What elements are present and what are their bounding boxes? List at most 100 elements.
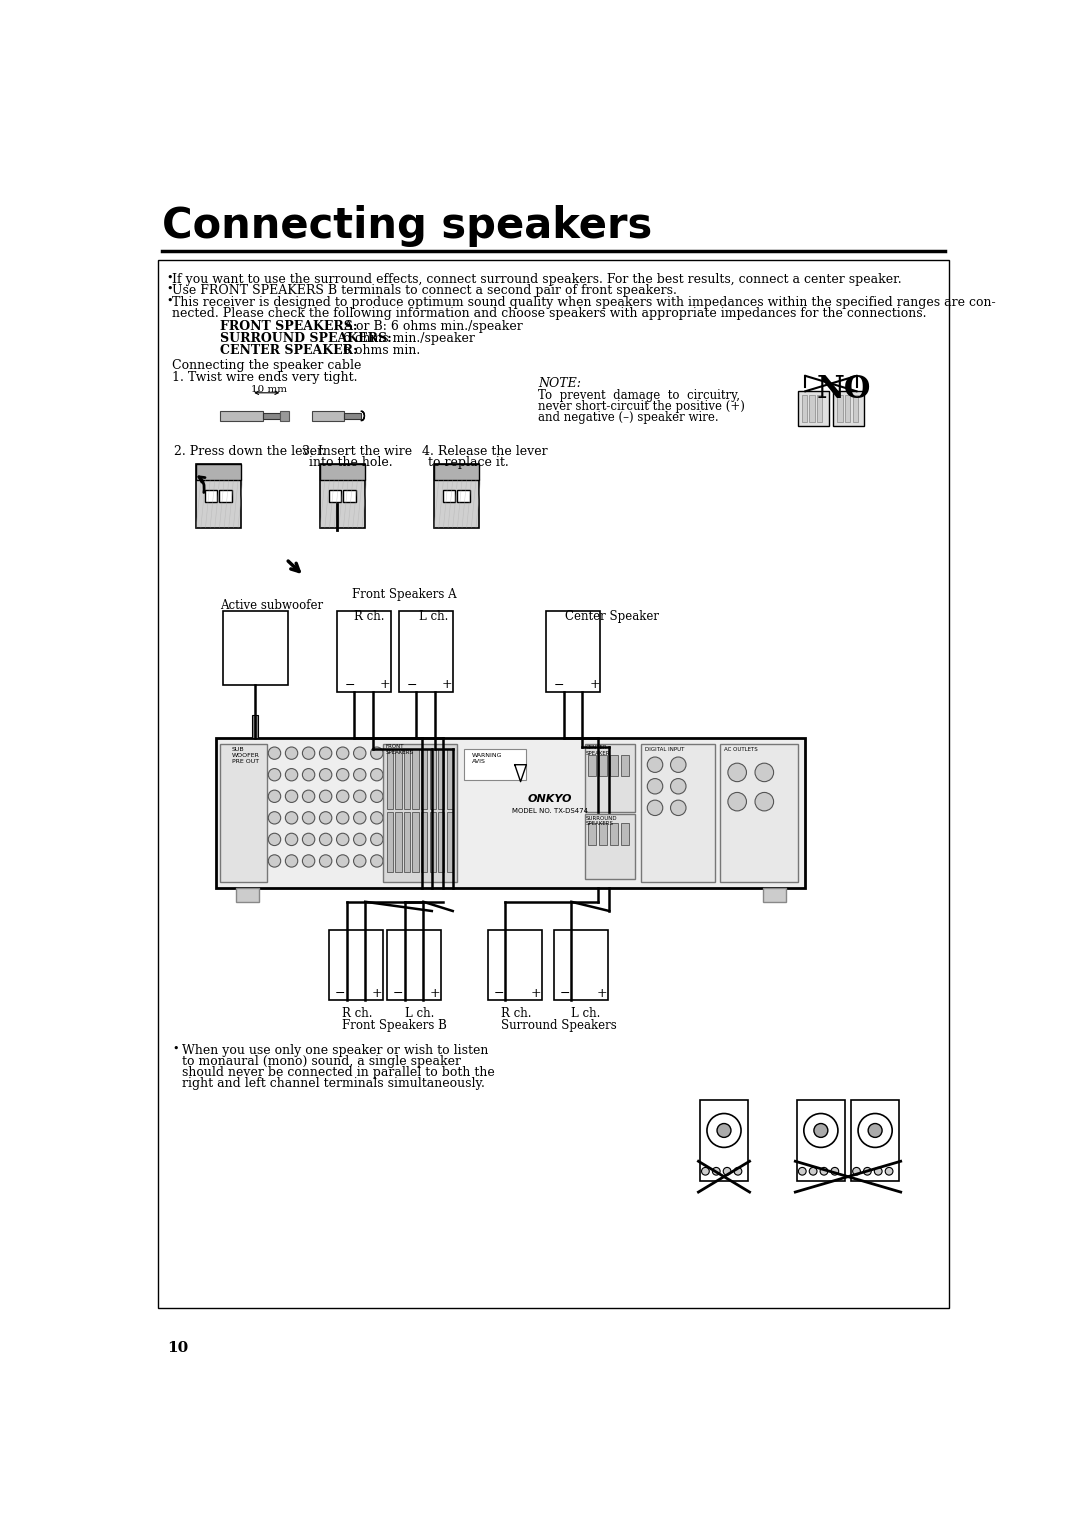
Circle shape: [353, 769, 366, 781]
Circle shape: [728, 762, 746, 782]
Circle shape: [820, 1167, 828, 1175]
Text: −: −: [494, 987, 504, 1001]
Bar: [809, 396, 814, 422]
Circle shape: [370, 769, 383, 781]
Text: R ch.: R ch.: [342, 1007, 373, 1021]
Circle shape: [320, 790, 332, 802]
Circle shape: [285, 790, 298, 802]
Circle shape: [370, 747, 383, 759]
Circle shape: [647, 756, 663, 773]
Bar: [798, 391, 828, 426]
Bar: [845, 396, 850, 422]
Circle shape: [285, 769, 298, 781]
Text: −: −: [559, 987, 570, 1001]
Circle shape: [671, 801, 686, 816]
Circle shape: [268, 769, 281, 781]
Circle shape: [370, 833, 383, 845]
Text: L ch.: L ch.: [405, 1007, 434, 1021]
Text: +: +: [430, 987, 441, 1001]
Text: Active subwoofer: Active subwoofer: [220, 599, 323, 613]
Bar: [159, 260, 948, 1308]
Text: 4. Release the lever: 4. Release the lever: [422, 445, 548, 458]
Text: should never be connected in parallel to both the: should never be connected in parallel to…: [181, 1067, 495, 1079]
Circle shape: [302, 833, 314, 845]
Circle shape: [302, 811, 314, 824]
Bar: [446, 813, 453, 872]
Text: 2. Press down the lever.: 2. Press down the lever.: [174, 445, 325, 458]
Text: R ch.: R ch.: [501, 1007, 531, 1021]
Text: +: +: [596, 987, 607, 1001]
Circle shape: [831, 1167, 839, 1175]
Text: +: +: [442, 678, 453, 692]
Circle shape: [875, 1167, 882, 1175]
Text: To  prevent  damage  to  circuitry,: To prevent damage to circuitry,: [538, 390, 740, 402]
Circle shape: [320, 769, 332, 781]
Circle shape: [707, 1114, 741, 1148]
Text: SURROUND
SPEAKERS: SURROUND SPEAKERS: [586, 816, 618, 827]
Bar: [413, 749, 419, 808]
Bar: [404, 813, 410, 872]
Text: SUB
WOOFER
PRE OUT: SUB WOOFER PRE OUT: [232, 747, 260, 764]
Circle shape: [285, 747, 298, 759]
Bar: [488, 931, 542, 999]
Text: AC OUTLETS: AC OUTLETS: [724, 747, 758, 752]
Circle shape: [337, 790, 349, 802]
Bar: [345, 413, 362, 419]
Text: •: •: [166, 296, 173, 306]
Text: •: •: [166, 272, 173, 283]
Text: 6 ohms min.: 6 ohms min.: [342, 344, 420, 356]
Circle shape: [302, 854, 314, 866]
Circle shape: [859, 1114, 892, 1148]
Circle shape: [724, 1167, 731, 1175]
Circle shape: [285, 811, 298, 824]
Bar: [816, 396, 823, 422]
Bar: [395, 813, 402, 872]
Circle shape: [671, 756, 686, 773]
Circle shape: [320, 811, 332, 824]
Text: −: −: [406, 678, 417, 692]
Circle shape: [268, 747, 281, 759]
Circle shape: [268, 854, 281, 866]
Bar: [584, 814, 635, 880]
Bar: [584, 744, 635, 813]
Circle shape: [285, 833, 298, 845]
Text: If you want to use the surround effects, connect surround speakers. For the best: If you want to use the surround effects,…: [172, 272, 902, 286]
Text: −: −: [393, 987, 404, 1001]
Bar: [395, 749, 402, 808]
Circle shape: [353, 811, 366, 824]
Text: Surround Speakers: Surround Speakers: [501, 1019, 617, 1031]
Circle shape: [702, 1167, 710, 1175]
Text: CENTER
SPEAKER: CENTER SPEAKER: [586, 746, 610, 756]
Circle shape: [809, 1167, 816, 1175]
Bar: [720, 744, 798, 882]
Bar: [801, 396, 807, 422]
Bar: [387, 813, 393, 872]
Circle shape: [302, 790, 314, 802]
Bar: [222, 611, 288, 685]
Bar: [589, 824, 596, 845]
Bar: [438, 813, 444, 872]
Text: When you use only one speaker or wish to listen: When you use only one speaker or wish to…: [181, 1044, 488, 1057]
Circle shape: [728, 793, 746, 811]
Bar: [610, 755, 618, 776]
Text: CENTER SPEAKER:: CENTER SPEAKER:: [220, 344, 357, 356]
Circle shape: [353, 747, 366, 759]
Bar: [235, 888, 259, 902]
Circle shape: [320, 833, 332, 845]
Bar: [413, 813, 419, 872]
Bar: [834, 391, 864, 426]
Bar: [837, 396, 842, 422]
Circle shape: [320, 747, 332, 759]
Circle shape: [814, 1123, 828, 1137]
Bar: [321, 465, 365, 527]
Text: DIGITAL INPUT: DIGITAL INPUT: [645, 747, 685, 752]
Bar: [219, 490, 232, 503]
Text: •: •: [172, 1044, 178, 1054]
Bar: [430, 749, 435, 808]
Circle shape: [353, 854, 366, 866]
Circle shape: [337, 854, 349, 866]
Circle shape: [302, 747, 314, 759]
Text: to replace it.: to replace it.: [428, 455, 509, 469]
Text: •: •: [166, 284, 173, 295]
Text: Front Speakers B: Front Speakers B: [342, 1019, 447, 1031]
